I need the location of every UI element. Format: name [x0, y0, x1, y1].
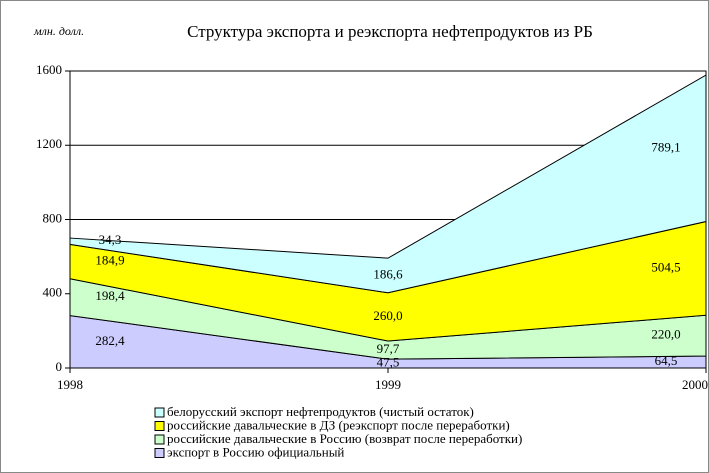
- data-label: 198,4: [95, 288, 125, 303]
- data-label: 47,5: [377, 355, 400, 370]
- legend-label: белорусский экспорт нефтепродуктов (чист…: [167, 404, 474, 419]
- legend-swatch: [154, 448, 165, 458]
- y-tick-label: 400: [43, 285, 63, 300]
- y-tick-label: 1600: [36, 62, 62, 77]
- data-label: 64,5: [655, 353, 678, 368]
- legend-label: экспорт в Россию официальный: [167, 444, 344, 459]
- area: [69, 74, 707, 294]
- data-label: 282,4: [95, 333, 125, 348]
- data-label: 504,5: [651, 259, 680, 274]
- data-label: 260,0: [373, 308, 402, 323]
- x-tick-label: 1998: [57, 377, 83, 392]
- y-tick-label: 1200: [36, 136, 62, 151]
- data-label: 97,7: [377, 341, 400, 356]
- y-axis-label: млн. долл.: [33, 24, 84, 38]
- data-label: 220,0: [651, 327, 680, 342]
- y-tick-label: 0: [56, 359, 63, 374]
- data-label: 184,9: [95, 253, 124, 268]
- data-label: 186,6: [373, 266, 403, 281]
- data-label: 789,1: [651, 139, 680, 154]
- y-tick-label: 800: [43, 210, 63, 225]
- x-tick-label: 2000: [682, 377, 708, 392]
- chart-title: Структура экспорта и реэкспорта нефтепро…: [187, 22, 593, 41]
- legend-swatch: [154, 421, 165, 431]
- legend-label: российские давальческие в Россию (возвра…: [167, 431, 522, 446]
- x-tick-label: 1999: [375, 377, 401, 392]
- legend-swatch: [154, 407, 165, 418]
- legend-label: российские давальческие в ДЗ (реэкспорт …: [167, 417, 510, 432]
- legend-swatch: [154, 434, 165, 445]
- data-label: 34,3: [99, 232, 122, 247]
